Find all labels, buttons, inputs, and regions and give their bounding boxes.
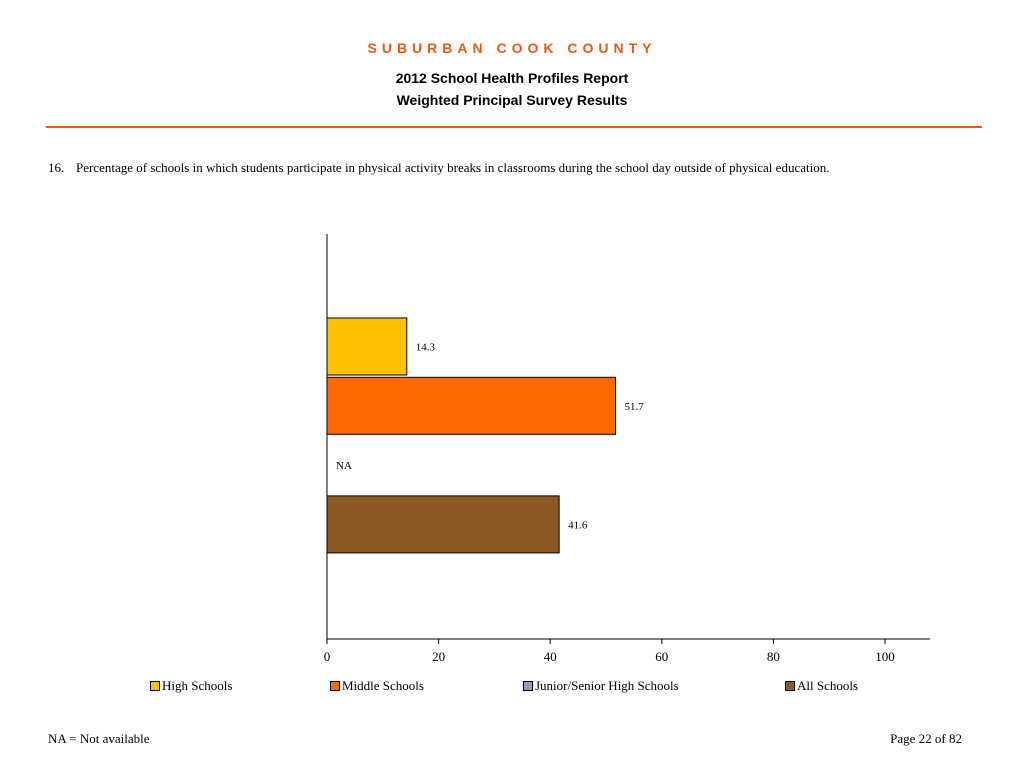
question: 16. Percentage of schools in which studen…	[48, 160, 829, 176]
legend-swatch	[523, 681, 533, 691]
data-label: 14.3	[416, 342, 436, 354]
question-number: 16.	[48, 160, 65, 175]
page-number: Page 22 of 82	[890, 731, 962, 746]
x-tick-label: 100	[875, 649, 895, 664]
footer-note: NA = Not available	[48, 731, 150, 746]
question-text: Percentage of schools in which students …	[76, 160, 830, 175]
x-tick-label: 20	[432, 649, 445, 664]
report-subtitle: Weighted Principal Survey Results	[396, 92, 628, 108]
header-divider	[46, 126, 982, 128]
data-label: 41.6	[568, 519, 588, 531]
legend-item: Junior/Senior High Schools	[523, 678, 679, 694]
data-label: 51.7	[624, 401, 644, 413]
x-tick-label: 40	[544, 649, 557, 664]
legend-item: All Schools	[785, 678, 858, 694]
bar-all-schools	[326, 495, 560, 554]
bar-middle-schools	[326, 376, 616, 435]
legend-label: High Schools	[162, 678, 233, 693]
legend-item: Middle Schools	[330, 678, 424, 694]
legend-item: High Schools	[150, 678, 232, 694]
legend-label: All Schools	[797, 678, 859, 693]
bar-high-schools	[326, 317, 408, 376]
legend-label: Middle Schools	[342, 678, 424, 693]
legend-label: Junior/Senior High Schools	[535, 678, 679, 693]
x-tick-label: 0	[324, 649, 331, 664]
legend-swatch	[785, 681, 795, 691]
x-tick-label: 60	[655, 649, 668, 664]
legend-swatch	[330, 681, 340, 691]
data-label: NA	[336, 460, 352, 472]
county-title: SUBURBAN COOK COUNTY	[367, 40, 657, 56]
report-title: 2012 School Health Profiles Report	[395, 70, 629, 86]
legend-swatch	[150, 681, 160, 691]
x-tick-label: 80	[767, 649, 780, 664]
